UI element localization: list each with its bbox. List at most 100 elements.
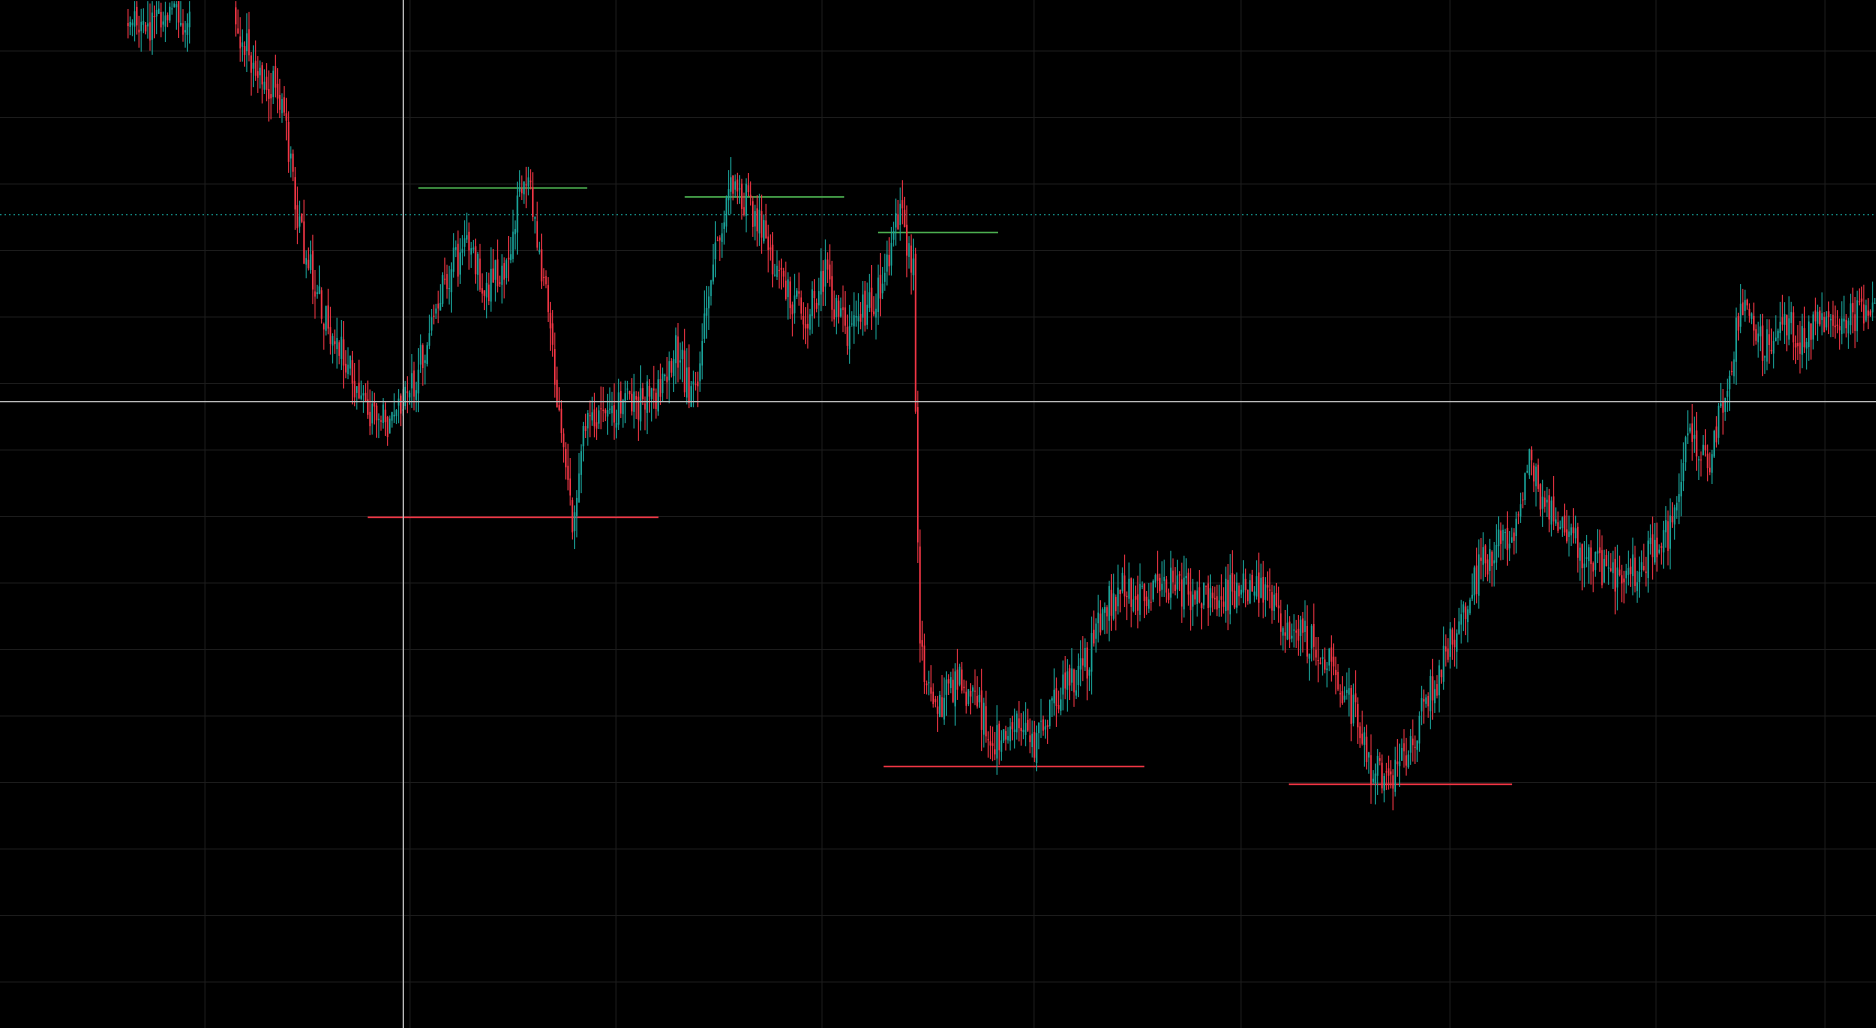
candle-body	[829, 264, 831, 280]
candle-body	[974, 690, 976, 692]
candle-body	[1788, 318, 1790, 340]
candle-body	[477, 253, 479, 275]
candle-body	[378, 418, 380, 420]
candle-body	[932, 691, 934, 705]
candle	[336, 317, 338, 369]
candle-body	[657, 379, 659, 412]
horizontal-levels[interactable]	[367, 187, 1513, 786]
candle	[943, 677, 945, 725]
candle-body	[635, 396, 637, 400]
candle	[1601, 535, 1603, 589]
candle	[1064, 655, 1066, 700]
candle	[1315, 636, 1317, 666]
candle-body	[1475, 565, 1478, 595]
candle-body	[1766, 329, 1768, 362]
candle	[1418, 711, 1421, 752]
candle-body	[364, 392, 367, 402]
candle-body	[754, 211, 756, 227]
candle-body	[437, 303, 439, 309]
candle-body	[1456, 633, 1458, 652]
candle	[1497, 516, 1500, 558]
candle-body	[1720, 403, 1722, 407]
candle	[547, 277, 549, 322]
candle-body	[1709, 467, 1711, 473]
candle	[910, 234, 912, 295]
candle-body	[180, 22, 182, 26]
candle	[305, 250, 307, 279]
candle	[144, 22, 147, 35]
candle	[1713, 429, 1715, 458]
candle	[455, 240, 457, 258]
candle	[362, 385, 365, 413]
candle	[653, 365, 655, 409]
candle	[393, 393, 395, 424]
candle-body	[1238, 585, 1240, 597]
candle	[939, 690, 941, 718]
candle	[571, 497, 574, 540]
candle-body	[1152, 580, 1154, 600]
candle	[1200, 602, 1203, 630]
candle-body	[380, 420, 382, 422]
candle	[1438, 659, 1440, 713]
candle-body	[749, 194, 752, 198]
candle-body	[600, 408, 602, 410]
candle	[1843, 295, 1845, 334]
candle	[1759, 314, 1762, 352]
candle-body	[303, 221, 305, 264]
candle-body	[1830, 318, 1832, 321]
candle	[543, 268, 545, 286]
candle	[534, 216, 536, 234]
candle	[554, 332, 556, 398]
candle-body	[705, 307, 708, 316]
candle	[1660, 542, 1663, 565]
candle-body	[719, 237, 721, 241]
candle	[846, 314, 849, 355]
candle-body	[1000, 740, 1003, 752]
candle-body	[494, 260, 497, 280]
candle	[1610, 553, 1612, 573]
candle-body	[694, 384, 697, 386]
candle-body	[714, 242, 717, 260]
candle-body	[1467, 609, 1469, 623]
candle-body	[323, 323, 325, 330]
candle	[778, 260, 780, 289]
candle-body	[340, 336, 343, 359]
candle	[1427, 692, 1429, 718]
candle-body	[1057, 705, 1060, 710]
candle-body	[1148, 599, 1150, 609]
candle-body	[1330, 647, 1333, 662]
candle-body	[1321, 657, 1324, 660]
candle-body	[1535, 466, 1537, 487]
candle	[1471, 573, 1473, 602]
candle-body	[1596, 550, 1599, 554]
candle-body	[496, 259, 499, 287]
candle	[1099, 600, 1102, 636]
candle	[1150, 582, 1152, 611]
candle-body	[470, 248, 472, 255]
candle-body	[510, 254, 512, 261]
candle	[870, 264, 873, 330]
candle	[1137, 575, 1139, 629]
candle-body	[668, 361, 670, 381]
candle-body	[917, 407, 919, 543]
candle	[593, 392, 596, 438]
candle	[261, 62, 263, 104]
candle-body	[945, 679, 948, 695]
candle-body	[1253, 591, 1256, 596]
candle	[340, 320, 343, 371]
candle	[184, 20, 186, 48]
candle	[303, 199, 305, 265]
candle	[1486, 554, 1489, 582]
candle-body	[965, 691, 967, 706]
candle	[668, 351, 670, 404]
candle-body	[162, 21, 164, 25]
candle	[705, 285, 708, 339]
candle	[503, 257, 505, 299]
candle-body	[1317, 659, 1319, 661]
candle-body	[820, 271, 822, 295]
candle	[1185, 558, 1187, 585]
candle	[708, 286, 710, 330]
candle	[716, 236, 719, 242]
